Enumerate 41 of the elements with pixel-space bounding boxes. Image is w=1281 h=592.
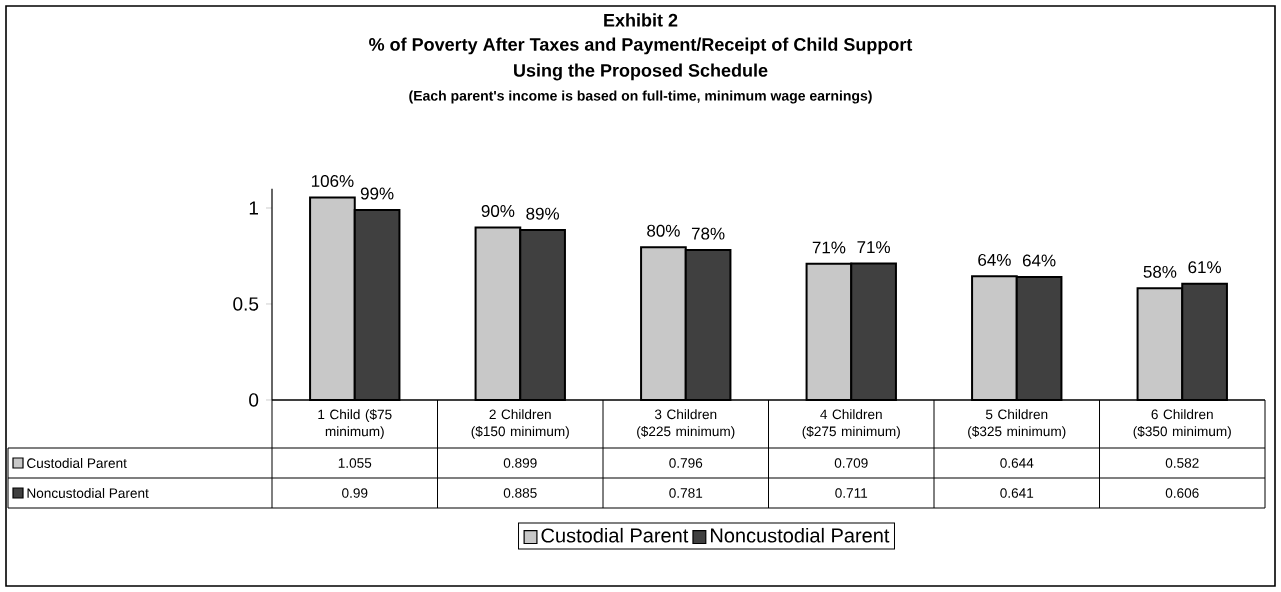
data-label: 0.582 xyxy=(1165,458,1199,468)
x-tick-label: 4 Children ($275 minimum) xyxy=(802,409,900,439)
annotation: 61% xyxy=(1188,261,1222,274)
annotation: 90% xyxy=(481,204,515,217)
annotation: 89% xyxy=(526,207,560,220)
text: Custodial Parent xyxy=(27,458,127,468)
x-tick-label: 1 Child ($75 minimum) xyxy=(318,409,392,439)
legend-label: Noncustodial Parent xyxy=(711,527,890,543)
data-label: 0.899 xyxy=(503,458,537,468)
annotation: 106% xyxy=(311,175,354,188)
text: Noncustodial Parent xyxy=(27,488,149,498)
text: Using the Proposed Schedule xyxy=(514,63,768,81)
chart-subtitle: % of Poverty After Taxes and Payment/Receipt of Child Support xyxy=(369,37,913,55)
annotation: 71% xyxy=(812,241,846,254)
y-tick-label: 0 xyxy=(249,393,259,407)
data-label: 0.641 xyxy=(1000,488,1034,498)
data-label: 0.885 xyxy=(503,488,537,498)
annotation: 99% xyxy=(360,187,394,200)
annotation: 71% xyxy=(857,241,891,254)
annotation: 58% xyxy=(1143,265,1177,278)
annotation: 64% xyxy=(1022,254,1056,267)
data-label: 0.781 xyxy=(669,488,703,498)
x-tick-label: 2 Children ($150 minimum) xyxy=(471,409,569,439)
y-tick-label: 1 xyxy=(249,201,258,215)
annotation: 78% xyxy=(691,227,725,240)
data-label: 0.796 xyxy=(669,458,703,468)
annotation: 64% xyxy=(978,253,1011,266)
data-label: 0.606 xyxy=(1165,488,1199,498)
data-label: 0.709 xyxy=(834,458,868,468)
data-label: 0.99 xyxy=(342,488,368,498)
text: (Each parent's income is based on full-time, minimum wage earnings) xyxy=(409,90,872,104)
annotation: 80% xyxy=(647,224,680,237)
legend-label: Custodial Parent xyxy=(541,527,689,543)
data-label: 1.055 xyxy=(338,458,372,468)
chart-title: Exhibit 2 xyxy=(604,13,678,27)
x-tick-label: 5 Children ($325 minimum) xyxy=(968,409,1066,439)
data-label: 0.644 xyxy=(1000,458,1034,468)
x-tick-label: 6 Children ($350 minimum) xyxy=(1133,409,1231,439)
y-tick-label: 0.5 xyxy=(233,297,259,311)
data-label: 0.711 xyxy=(835,488,868,498)
x-tick-label: 3 Children ($225 minimum) xyxy=(637,409,735,439)
